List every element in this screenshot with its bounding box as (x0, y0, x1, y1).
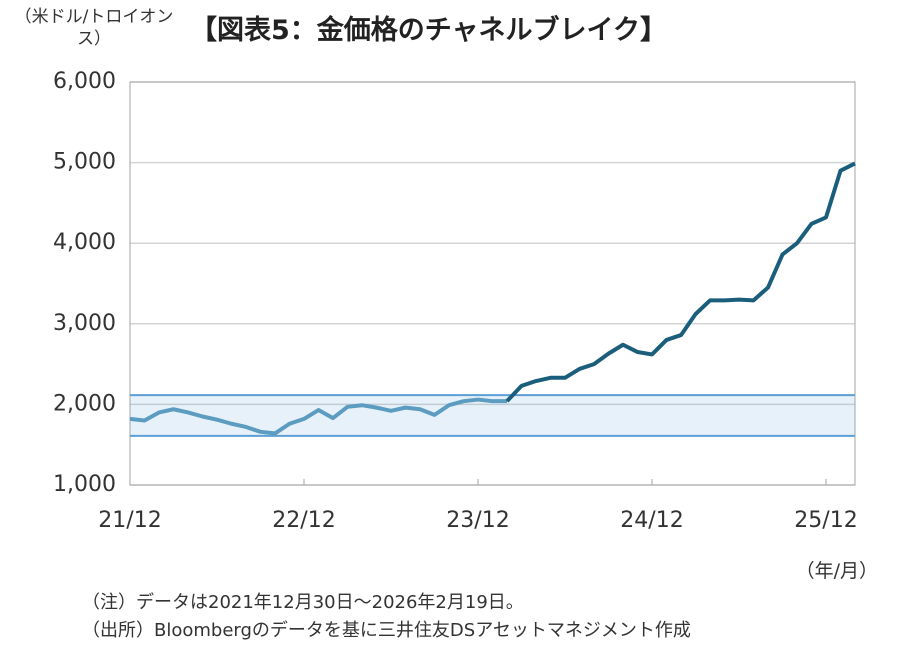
y-tick-label: 3,000 (53, 311, 116, 336)
source: （出所）Bloombergのデータを基に三井住友DSアセットマネジメント作成 (82, 620, 691, 641)
x-tick-label: 25/12 (794, 508, 857, 533)
note: （注）データは2021年12月30日～2026年2月19日。 (82, 592, 524, 613)
y-tick-label: 5,000 (53, 150, 116, 175)
price-line (505, 161, 856, 403)
x-axis-unit: （年/月） (795, 560, 878, 582)
x-tick-label: 21/12 (98, 508, 161, 533)
y-tick-label: 4,000 (53, 230, 116, 255)
x-tick-label: 24/12 (620, 508, 683, 533)
price-line (129, 397, 507, 436)
x-tick-label: 22/12 (272, 508, 335, 533)
y-tick-label: 6,000 (53, 69, 116, 94)
plot-border (129, 81, 856, 486)
x-tick-label: 23/12 (446, 508, 509, 533)
chart-title: 【図表5：金価格のチャネルブレイク】 (190, 15, 667, 46)
y-axis-unit: （米ドル/トロイオンス） (14, 7, 174, 49)
y-tick-label: 2,000 (53, 391, 116, 416)
y-tick-label: 1,000 (53, 472, 116, 497)
